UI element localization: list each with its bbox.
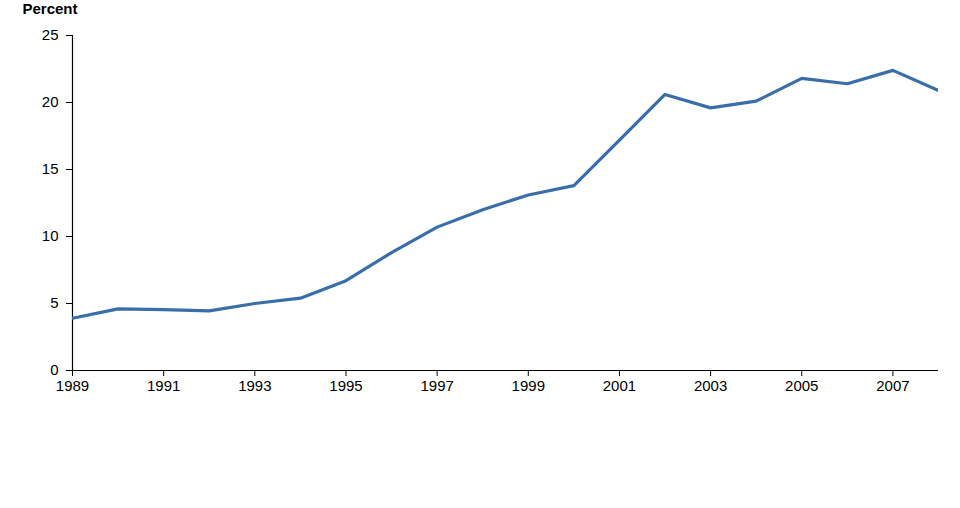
svg-text:1997: 1997 bbox=[420, 377, 453, 394]
svg-text:2001: 2001 bbox=[603, 377, 636, 394]
svg-text:10: 10 bbox=[42, 227, 59, 244]
svg-text:0: 0 bbox=[50, 361, 58, 378]
svg-text:1999: 1999 bbox=[512, 377, 545, 394]
svg-text:2005: 2005 bbox=[785, 377, 818, 394]
svg-text:25: 25 bbox=[42, 26, 59, 43]
svg-text:20: 20 bbox=[42, 93, 59, 110]
svg-text:2003: 2003 bbox=[694, 377, 727, 394]
svg-text:1989: 1989 bbox=[56, 377, 89, 394]
svg-text:5: 5 bbox=[50, 294, 58, 311]
svg-text:2007: 2007 bbox=[876, 377, 909, 394]
svg-text:1993: 1993 bbox=[238, 377, 271, 394]
svg-text:1995: 1995 bbox=[329, 377, 362, 394]
svg-text:Percent: Percent bbox=[23, 0, 78, 17]
svg-text:15: 15 bbox=[42, 160, 59, 177]
svg-text:1991: 1991 bbox=[147, 377, 180, 394]
